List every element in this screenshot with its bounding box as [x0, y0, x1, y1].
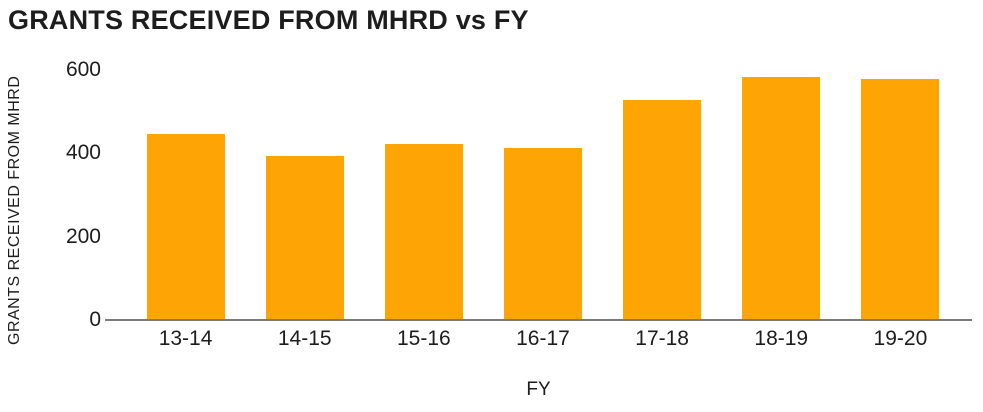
bar-18-19: [742, 77, 821, 319]
y-tick-label: 0: [89, 308, 101, 331]
bars-area: [126, 69, 960, 319]
x-axis-line: [105, 319, 972, 321]
x-tick-label: 13-14: [158, 327, 213, 350]
bar-14-15: [265, 155, 344, 319]
y-axis-title: GRANTS RECEIVED FROM MHRD: [6, 75, 23, 345]
bar-19-20: [861, 78, 940, 319]
bar-slot: [483, 69, 602, 319]
bar-slot: [841, 69, 960, 319]
bar-16-17: [503, 148, 582, 319]
x-axis-title: FY: [526, 379, 551, 400]
chart-title: GRANTS RECEIVED FROM MHRD vs FY: [8, 5, 529, 35]
x-tick-label: 15-16: [396, 327, 451, 350]
bar-slot: [364, 69, 483, 319]
bar-slot: [722, 69, 841, 319]
x-tick-label: 18-19: [754, 327, 809, 350]
bar-slot: [603, 69, 722, 319]
x-tick-label: 17-18: [635, 327, 689, 350]
bar-slot: [245, 69, 364, 319]
x-axis-tick-labels: 13-14 14-15 15-16 16-17 17-18 18-19 19-20: [126, 327, 960, 351]
y-tick-label: 600: [65, 58, 101, 81]
x-tick-label: 19-20: [873, 327, 928, 350]
bar-17-18: [623, 100, 702, 319]
x-tick-label: 14-15: [277, 327, 332, 350]
bar-13-14: [146, 133, 225, 319]
bar-15-16: [384, 144, 463, 319]
y-tick-label: 400: [65, 141, 101, 165]
y-tick-label: 200: [65, 224, 101, 248]
bar-slot: [126, 69, 245, 319]
x-tick-label: 16-17: [516, 327, 570, 350]
